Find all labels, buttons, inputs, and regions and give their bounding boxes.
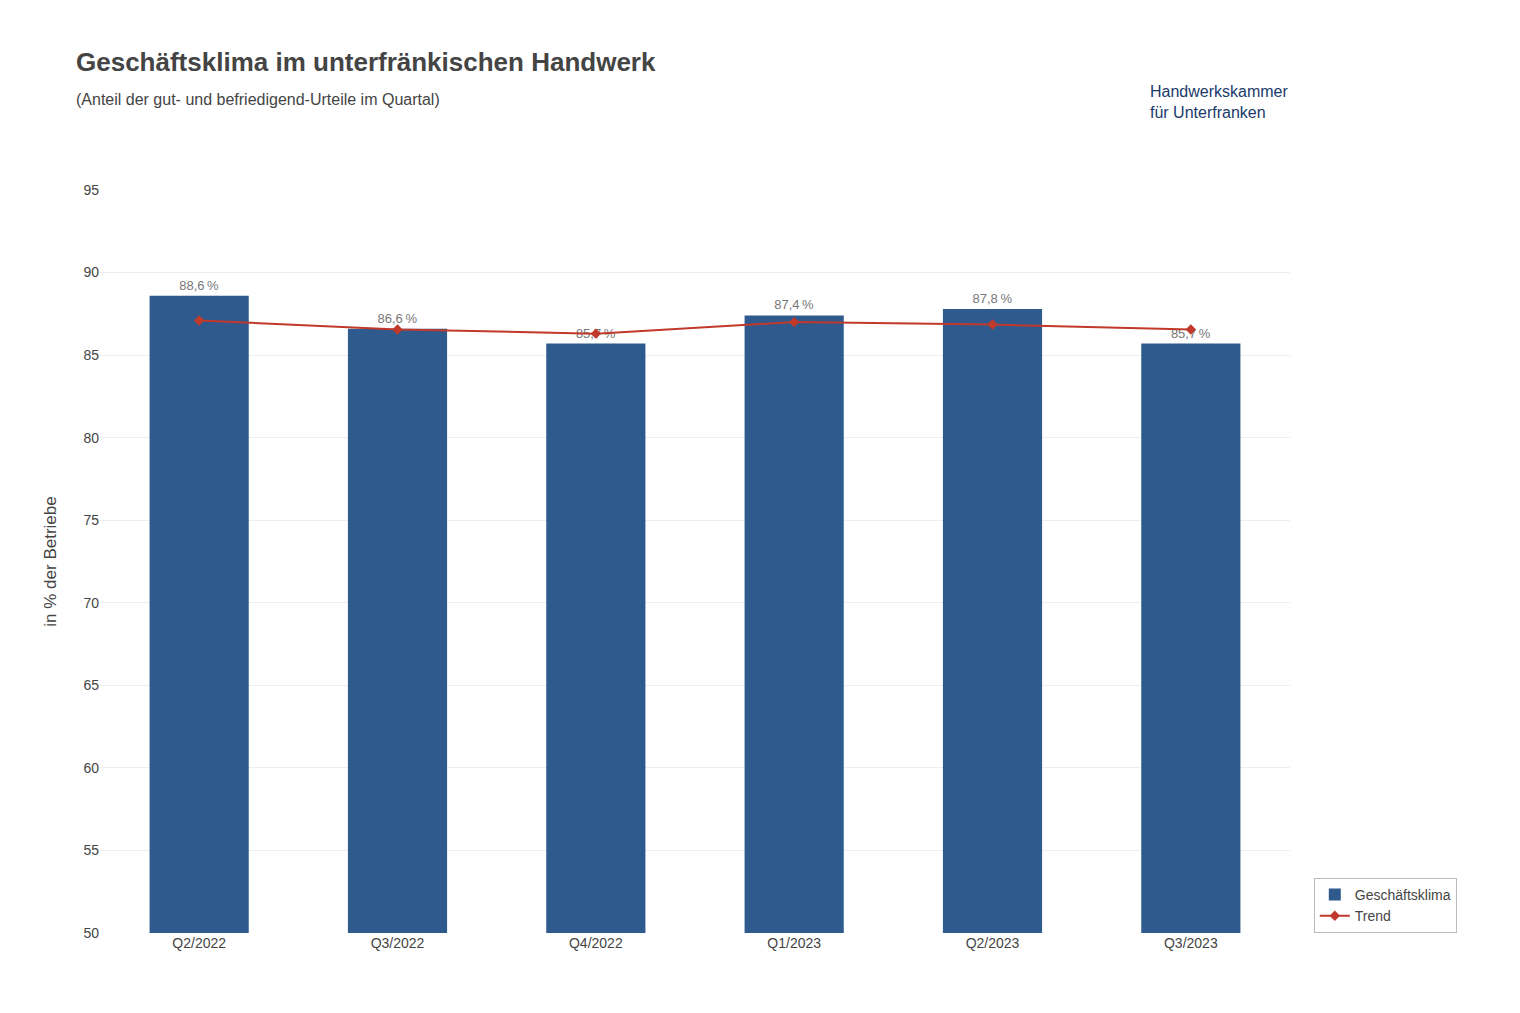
svg-text:75: 75 — [83, 512, 99, 528]
svg-text:Geschäftsklima im unterfränkis: Geschäftsklima im unterfränkischen Handw… — [76, 47, 656, 108]
svg-text:70: 70 — [83, 595, 99, 611]
svg-text:Trend: Trend — [1355, 908, 1391, 924]
svg-text:60: 60 — [83, 760, 99, 776]
svg-text:85,7 %: 85,7 % — [576, 326, 616, 341]
svg-text:Q2/2022: Q2/2022 — [172, 935, 226, 951]
svg-text:Q4/2022: Q4/2022 — [569, 935, 623, 951]
svg-text:88,6 %: 88,6 % — [179, 278, 219, 293]
svg-text:in % der Betriebe: in % der Betriebe — [41, 496, 60, 626]
svg-text:85: 85 — [83, 347, 99, 363]
svg-text:Q3/2022: Q3/2022 — [371, 935, 425, 951]
svg-text:90: 90 — [83, 264, 99, 280]
svg-text:Handwerkskammerfür Unterfranke: Handwerkskammerfür Unterfranken — [1150, 83, 1288, 121]
svg-text:86,6 %: 86,6 % — [378, 311, 418, 326]
svg-text:87,8 %: 87,8 % — [973, 291, 1013, 306]
svg-text:50: 50 — [83, 925, 99, 941]
svg-text:Q3/2023: Q3/2023 — [1164, 935, 1218, 951]
svg-text:80: 80 — [83, 430, 99, 446]
svg-text:Q1/2023: Q1/2023 — [767, 935, 821, 951]
svg-text:65: 65 — [83, 677, 99, 693]
svg-text:87,4 %: 87,4 % — [774, 297, 814, 312]
svg-text:85,7 %: 85,7 % — [1171, 326, 1211, 341]
svg-text:95: 95 — [83, 182, 99, 198]
svg-text:55: 55 — [83, 842, 99, 858]
svg-text:Q2/2023: Q2/2023 — [966, 935, 1020, 951]
svg-text:Geschäftsklima: Geschäftsklima — [1355, 887, 1451, 903]
